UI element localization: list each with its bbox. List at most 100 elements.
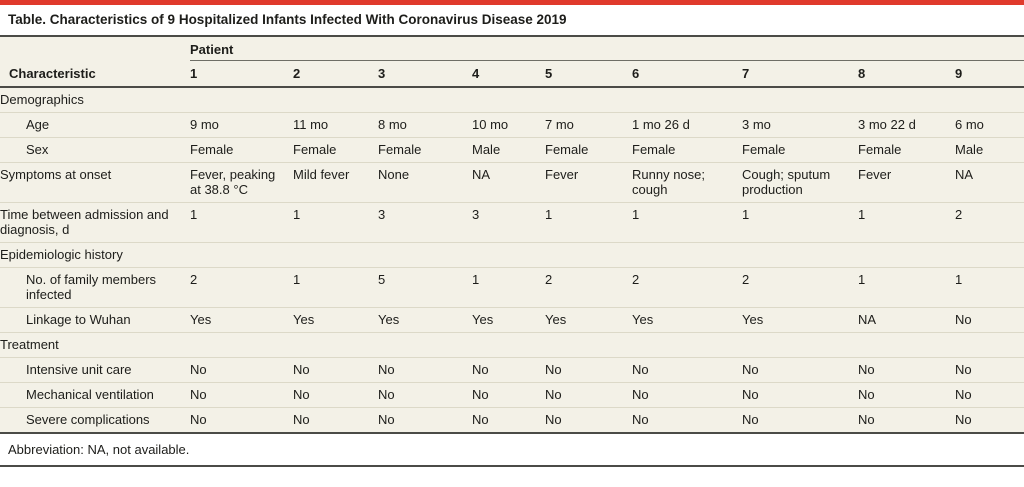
accent-bar	[0, 0, 1024, 5]
value-cell: 1	[742, 202, 858, 243]
value-cell: 1	[545, 202, 632, 243]
patient-column-header: 8	[858, 60, 955, 88]
patient-column-header: 3	[378, 60, 472, 88]
value-cell: 1	[293, 267, 378, 308]
section-header-row: Epidemiologic history	[0, 242, 1024, 268]
value-cell: 3	[472, 202, 545, 243]
value-cell: 9 mo	[190, 112, 293, 138]
value-cell: 6 mo	[955, 112, 1024, 138]
section-header-label: Epidemiologic history	[0, 242, 1024, 268]
value-cell: 8 mo	[378, 112, 472, 138]
value-cell: 1	[955, 267, 1024, 308]
value-cell: Fever, peaking at 38.8 °C	[190, 162, 293, 203]
value-cell: No	[632, 357, 742, 383]
table-row: Sex Female Female Female Male Female Female Fem…	[0, 137, 1024, 163]
value-cell: No	[742, 357, 858, 383]
value-cell: Yes	[190, 307, 293, 333]
value-cell: Yes	[472, 307, 545, 333]
section-header-label: Treatment	[0, 332, 1024, 358]
patient-column-header: 7	[742, 60, 858, 88]
value-cell: No	[955, 357, 1024, 383]
value-cell: No	[632, 407, 742, 434]
value-cell: 2	[955, 202, 1024, 243]
value-cell: No	[858, 382, 955, 408]
value-cell: Female	[632, 137, 742, 163]
value-cell: No	[858, 357, 955, 383]
patient-column-header: 1	[190, 60, 293, 88]
table-row: Mechanical ventilation No No No No No No No No No	[0, 382, 1024, 408]
value-cell: 10 mo	[472, 112, 545, 138]
value-cell: Female	[378, 137, 472, 163]
value-cell: No	[293, 407, 378, 434]
value-cell: 11 mo	[293, 112, 378, 138]
value-cell: Mild fever	[293, 162, 378, 203]
value-cell: No	[545, 407, 632, 434]
value-cell: NA	[858, 307, 955, 333]
value-cell: Cough; sputum production	[742, 162, 858, 203]
value-cell: No	[955, 307, 1024, 333]
spanner-spacer	[0, 37, 190, 61]
table-row: Linkage to Wuhan Yes Yes Yes Yes Yes Yes Yes NA N…	[0, 307, 1024, 333]
value-cell: 7 mo	[545, 112, 632, 138]
value-cell: Female	[858, 137, 955, 163]
value-cell: Yes	[545, 307, 632, 333]
value-cell: No	[472, 407, 545, 434]
value-cell: Female	[545, 137, 632, 163]
value-cell: Yes	[378, 307, 472, 333]
value-cell: No	[378, 382, 472, 408]
value-cell: No	[190, 382, 293, 408]
value-cell: No	[293, 382, 378, 408]
patient-column-header: 5	[545, 60, 632, 88]
value-cell: None	[378, 162, 472, 203]
table-row: Severe complications No No No No No No No No No	[0, 407, 1024, 434]
value-cell: Yes	[293, 307, 378, 333]
value-cell: Male	[472, 137, 545, 163]
value-cell: 2	[742, 267, 858, 308]
value-cell: No	[378, 357, 472, 383]
value-cell: No	[742, 382, 858, 408]
value-cell: Yes	[632, 307, 742, 333]
value-cell: 3 mo 22 d	[858, 112, 955, 138]
value-cell: No	[742, 407, 858, 434]
section-header-label: Demographics	[0, 87, 1024, 113]
value-cell: No	[858, 407, 955, 434]
value-cell: 1	[858, 267, 955, 308]
value-cell: 3	[378, 202, 472, 243]
value-cell: No	[955, 382, 1024, 408]
value-cell: Fever	[545, 162, 632, 203]
value-cell: No	[293, 357, 378, 383]
row-label: Age	[0, 112, 190, 138]
patient-column-header: 4	[472, 60, 545, 88]
value-cell: 3 mo	[742, 112, 858, 138]
table-row: No. of family members infected 2 1 5 1 2 2 2 1 1	[0, 267, 1024, 308]
value-cell: 5	[378, 267, 472, 308]
value-cell: 2	[545, 267, 632, 308]
value-cell: No	[632, 382, 742, 408]
section-header-row: Treatment	[0, 332, 1024, 358]
patient-spanner-row: Patient	[0, 37, 1024, 61]
table-row: Symptoms at onset Fever, peaking at 38.8 …	[0, 162, 1024, 203]
value-cell: Runny nose; cough	[632, 162, 742, 203]
patient-column-header: 2	[293, 60, 378, 88]
row-label: Time between admission and diagnosis, d	[0, 202, 190, 243]
value-cell: Male	[955, 137, 1024, 163]
value-cell: Female	[293, 137, 378, 163]
table-row: Intensive unit care No No No No No No No No No	[0, 357, 1024, 383]
value-cell: No	[545, 357, 632, 383]
row-label: Sex	[0, 137, 190, 163]
value-cell: 1	[190, 202, 293, 243]
section-header-row: Demographics	[0, 87, 1024, 113]
value-cell: Female	[190, 137, 293, 163]
value-cell: No	[190, 407, 293, 434]
value-cell: Fever	[858, 162, 955, 203]
row-label: Symptoms at onset	[0, 162, 190, 203]
value-cell: Female	[742, 137, 858, 163]
patient-column-header: 9	[955, 60, 1024, 88]
row-label: Severe complications	[0, 407, 190, 434]
characteristic-header: Characteristic	[0, 60, 190, 88]
value-cell: 1	[472, 267, 545, 308]
